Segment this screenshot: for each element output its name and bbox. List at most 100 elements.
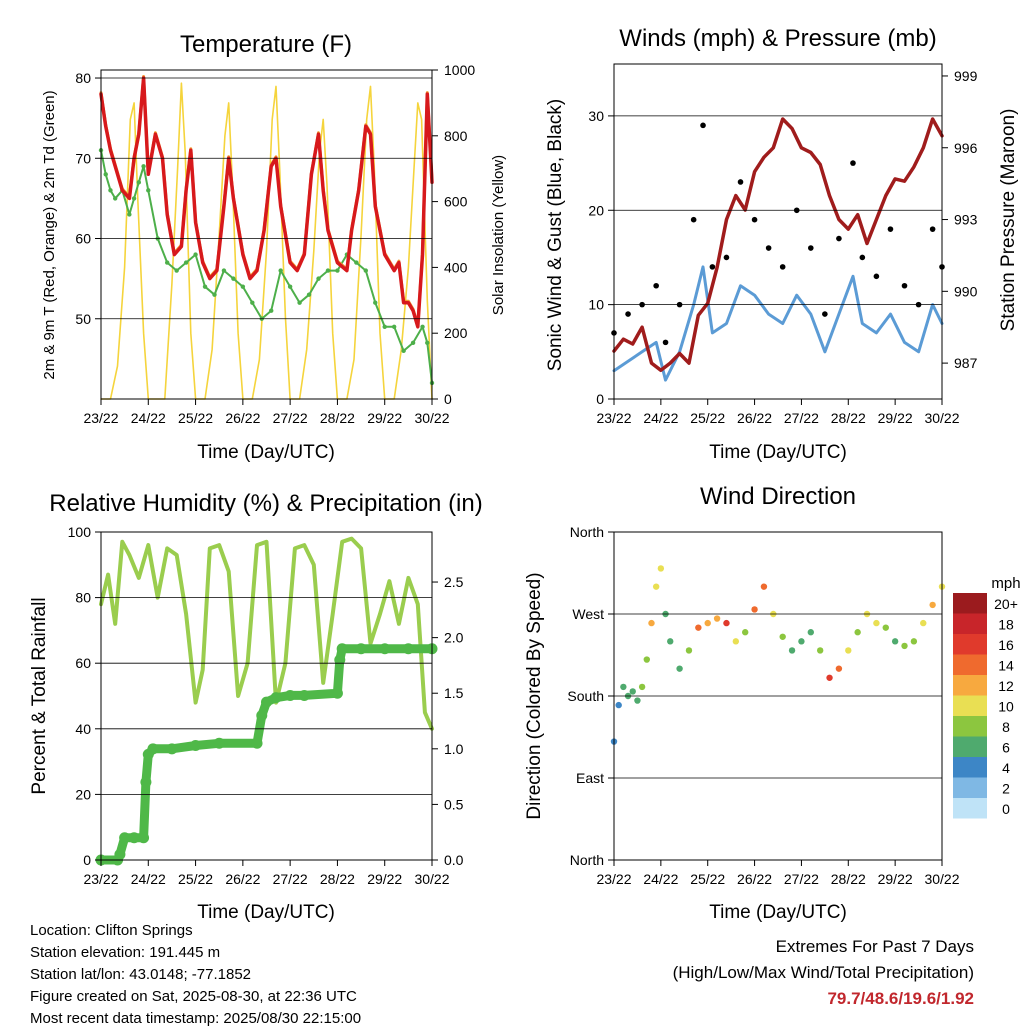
precipitation-point [251,737,263,749]
rh-x-tick-label: 26/22 [225,871,260,887]
direction-axes: North East South West North 23/22 24/22 25/22 26… [567,524,959,887]
dewpoint-point [221,268,227,273]
dewpoint-point [410,340,416,346]
speed-legend-label: 18 [998,617,1014,633]
direction-x-tick-label: 27/22 [784,871,819,887]
temperature-axes: 50 60 70 80 23/22 24/22 25/22 26/22 27/22 28/22 29… [75,62,475,426]
rh-ylabel-left: Percent & Total Rainfall [29,597,50,794]
wind-y2-tick-label: 993 [954,212,978,228]
temperature-y2-tick-label: 600 [444,194,468,210]
dewpoint-point [136,180,142,185]
direction-x-tick-label: 23/22 [596,871,631,887]
rh-x-tick-label: 25/22 [178,871,213,887]
direction-point [732,638,740,645]
speed-legend-swatch [953,777,987,798]
wind-y-tick-label: 10 [588,297,604,313]
dewpoint-point [103,172,108,177]
precipitation-point [331,687,343,699]
temperature-y2-tick-label: 400 [444,259,468,275]
dewpoint-point [335,268,340,273]
temperature-x-tick-label: 27/22 [273,410,308,426]
direction-point [638,683,646,691]
wind-series [611,117,945,382]
temperature-y2-tick-label: 1000 [444,62,475,78]
gust-point [700,122,706,129]
direction-y-tick-label: South [567,688,604,704]
precipitation-point [114,848,126,860]
rh-xlabel: Time (Day/UTC) [197,902,335,923]
wind-plot-frame [613,63,943,400]
direction-point [920,619,927,627]
direction-y-tick-label: North [570,852,604,868]
precipitation-point [140,776,152,788]
rh-y-tick-label: 0 [83,852,91,868]
direction-point [629,688,636,695]
wind-x-tick-label: 26/22 [737,410,772,426]
rh-y-tick-label: 100 [68,524,92,540]
dewpoint-point [165,260,170,265]
precipitation-point [261,696,272,708]
station-pressure-line [612,117,944,373]
wind-x-tick-label: 23/22 [596,410,631,426]
precipitation-point [138,832,150,844]
dewpoint-point [391,324,397,329]
wind-x-tick-label: 27/22 [784,410,819,426]
dewpoint-point [250,300,255,305]
rh-x-tick-label: 24/22 [131,871,166,887]
dewpoint-point [269,308,274,313]
temperature-y2-tick-label: 0 [444,391,452,407]
temperature-y-tick-label: 60 [75,231,91,247]
dewpoint-point [420,324,425,329]
extremes-values: 79.7/48.6/19.6/1.92 [827,989,974,1008]
station-location: Location: Clifton Springs [30,922,193,939]
relative-humidity-line [99,536,434,731]
wind-panel: Winds (mph) & Pressure (mb) 0 10 20 30 23/22… [545,25,1019,463]
precipitation-point [213,737,225,749]
direction-series [610,565,946,745]
rh-y-tick-label: 60 [75,655,91,671]
dewpoint-point [240,284,246,289]
gust-point [662,339,669,346]
rh-y2-tick-label: 2.0 [444,630,464,646]
temperature-series [98,75,435,400]
gust-point [690,216,697,223]
dewpoint-point [183,260,189,265]
direction-x-tick-label: 28/22 [831,871,866,887]
speed-legend-swatch [953,695,987,716]
wind-ylabel-right: Station Pressure (Maroon) [998,109,1019,332]
rh-x-tick-label: 28/22 [320,871,355,887]
dewpoint-point [131,196,137,201]
direction-y-tick-label: East [576,770,604,786]
precipitation-point [256,709,268,721]
direction-point [798,638,805,645]
direction-point [901,642,908,650]
temperature-panel: Temperature (F) 50 60 70 80 23/22 24/22 25/22 2… [41,31,507,463]
speed-legend-label: 10 [998,699,1014,715]
precipitation-point [284,689,296,701]
direction-point [685,647,693,654]
precipitation-point [166,743,178,755]
precipitation-point [402,643,414,655]
direction-x-tick-label: 29/22 [878,871,913,887]
gust-point [765,245,772,251]
dewpoint-point [202,284,208,289]
temperature-x-tick-label: 28/22 [320,410,355,426]
direction-point [615,701,622,709]
wind-x-tick-label: 28/22 [831,410,866,426]
precipitation-point [355,643,367,655]
direction-point [826,674,833,681]
dewpoint-point [141,164,146,169]
direction-point [695,624,702,631]
precipitation-point [336,643,348,655]
direction-point [760,583,768,590]
temperature-plot-frame [100,69,433,400]
gust-point [873,273,880,280]
direction-point [854,629,861,636]
temperature-x-tick-label: 23/22 [83,410,118,426]
wind-y-tick-label: 20 [588,202,604,218]
gust-point [822,311,828,317]
dewpoint-point [425,340,430,346]
latest-timestamp: Most recent data timestamp: 2025/08/30 2… [30,1010,362,1027]
dewpoint-point [306,292,312,297]
speed-legend-label: 8 [1002,719,1010,735]
